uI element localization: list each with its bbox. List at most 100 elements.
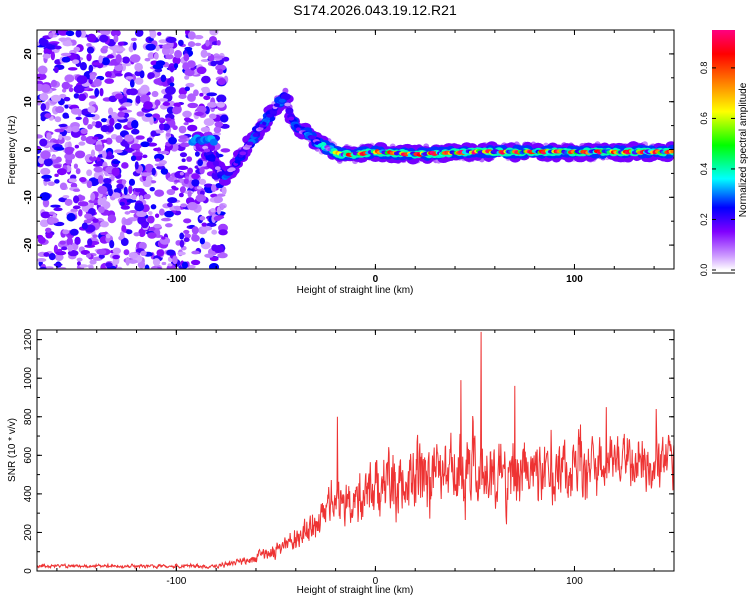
y-tick-label: 200 xyxy=(23,524,34,541)
noise-blob xyxy=(140,250,147,256)
noise-blob xyxy=(187,41,196,48)
noise-blob xyxy=(138,228,146,238)
ridge-blob xyxy=(217,171,225,176)
noise-blob xyxy=(76,257,83,262)
noise-blob xyxy=(54,59,61,65)
colorbar-axes: 0.0 0.2 0.4 0.6 0.8 xyxy=(699,62,735,276)
noise-blob xyxy=(93,166,104,173)
noise-blob xyxy=(199,237,206,245)
noise-blob xyxy=(194,42,202,47)
noise-blob xyxy=(208,262,220,269)
noise-blob xyxy=(121,56,131,64)
noise-blob xyxy=(191,178,200,187)
noise-blob xyxy=(68,178,77,183)
noise-blob xyxy=(128,259,138,264)
noise-blob xyxy=(78,93,87,102)
noise-blob xyxy=(129,210,138,214)
noise-blob xyxy=(73,195,80,204)
y-tick-label: 800 xyxy=(23,408,34,425)
noise-blob xyxy=(107,214,117,224)
noise-blob xyxy=(185,82,195,88)
noise-blob xyxy=(91,62,102,66)
noise-blob xyxy=(209,30,219,36)
y-tick-label: 400 xyxy=(23,485,34,502)
noise-blob xyxy=(165,86,176,95)
noise-blob xyxy=(57,30,69,36)
noise-blob xyxy=(54,253,64,261)
snr-series-line xyxy=(37,331,674,570)
noise-blob xyxy=(64,198,73,206)
noise-blob xyxy=(110,30,121,37)
figure-title: S174.2026.043.19.12.R21 xyxy=(293,2,457,18)
noise-blob xyxy=(121,179,127,185)
noise-blob xyxy=(48,32,54,38)
noise-blob xyxy=(146,142,158,147)
noise-blob xyxy=(75,168,81,175)
noise-blob xyxy=(47,181,55,187)
noise-blob xyxy=(183,178,189,185)
noise-blob xyxy=(92,136,99,140)
y-tick-label: 600 xyxy=(23,447,34,464)
noise-blob xyxy=(200,49,208,58)
noise-blob xyxy=(53,207,63,212)
noise-blob xyxy=(174,50,183,59)
noise-blob xyxy=(154,158,161,162)
noise-blob xyxy=(89,74,96,80)
noise-blob xyxy=(66,237,73,247)
noise-blob xyxy=(180,142,190,148)
noise-blob xyxy=(132,152,143,157)
noise-blob xyxy=(206,92,218,97)
ridge-blob xyxy=(284,102,291,107)
noise-blob xyxy=(161,261,167,266)
noise-blob xyxy=(190,259,201,266)
noise-blob xyxy=(125,229,133,235)
noise-blob xyxy=(216,94,227,103)
noise-blob xyxy=(160,168,169,175)
noise-blob xyxy=(79,177,87,183)
x-tick-label: 0 xyxy=(373,274,379,285)
noise-blob xyxy=(182,110,192,118)
noise-blob xyxy=(122,102,133,107)
noise-blob xyxy=(210,60,217,67)
noise-blob xyxy=(162,43,171,50)
noise-blob xyxy=(53,263,63,267)
spectrogram-marks xyxy=(37,30,674,269)
noise-blob xyxy=(74,236,81,245)
noise-blob xyxy=(39,138,48,147)
noise-blob xyxy=(45,227,52,233)
noise-blob xyxy=(77,108,82,117)
noise-blob xyxy=(128,88,139,96)
noise-blob xyxy=(151,90,159,98)
noise-blob xyxy=(165,117,172,122)
noise-blob xyxy=(78,209,83,217)
noise-blob xyxy=(154,213,160,218)
noise-blob xyxy=(149,186,155,192)
noise-blob xyxy=(205,39,210,47)
noise-blob xyxy=(174,170,186,179)
noise-blob xyxy=(167,197,178,204)
noise-blob xyxy=(74,144,80,149)
noise-blob xyxy=(54,173,59,177)
noise-blob xyxy=(178,135,188,139)
noise-blob xyxy=(141,221,149,229)
noise-blob xyxy=(59,240,66,245)
noise-blob xyxy=(184,86,190,92)
noise-blob xyxy=(129,54,141,63)
noise-blob xyxy=(128,252,139,259)
noise-blob xyxy=(72,205,81,210)
noise-blob xyxy=(54,66,59,74)
noise-blob xyxy=(53,164,62,169)
x-tick-label: 100 xyxy=(566,576,583,587)
noise-blob xyxy=(40,167,51,176)
ridge-blob xyxy=(207,154,214,159)
noise-blob xyxy=(138,242,147,250)
noise-blob xyxy=(164,210,174,218)
noise-blob xyxy=(215,64,226,72)
noise-blob xyxy=(131,119,139,129)
noise-blob xyxy=(119,201,125,206)
noise-blob xyxy=(73,163,78,169)
noise-blob xyxy=(204,253,214,258)
noise-blob xyxy=(61,246,68,251)
noise-blob xyxy=(86,43,92,47)
noise-blob xyxy=(69,174,77,180)
